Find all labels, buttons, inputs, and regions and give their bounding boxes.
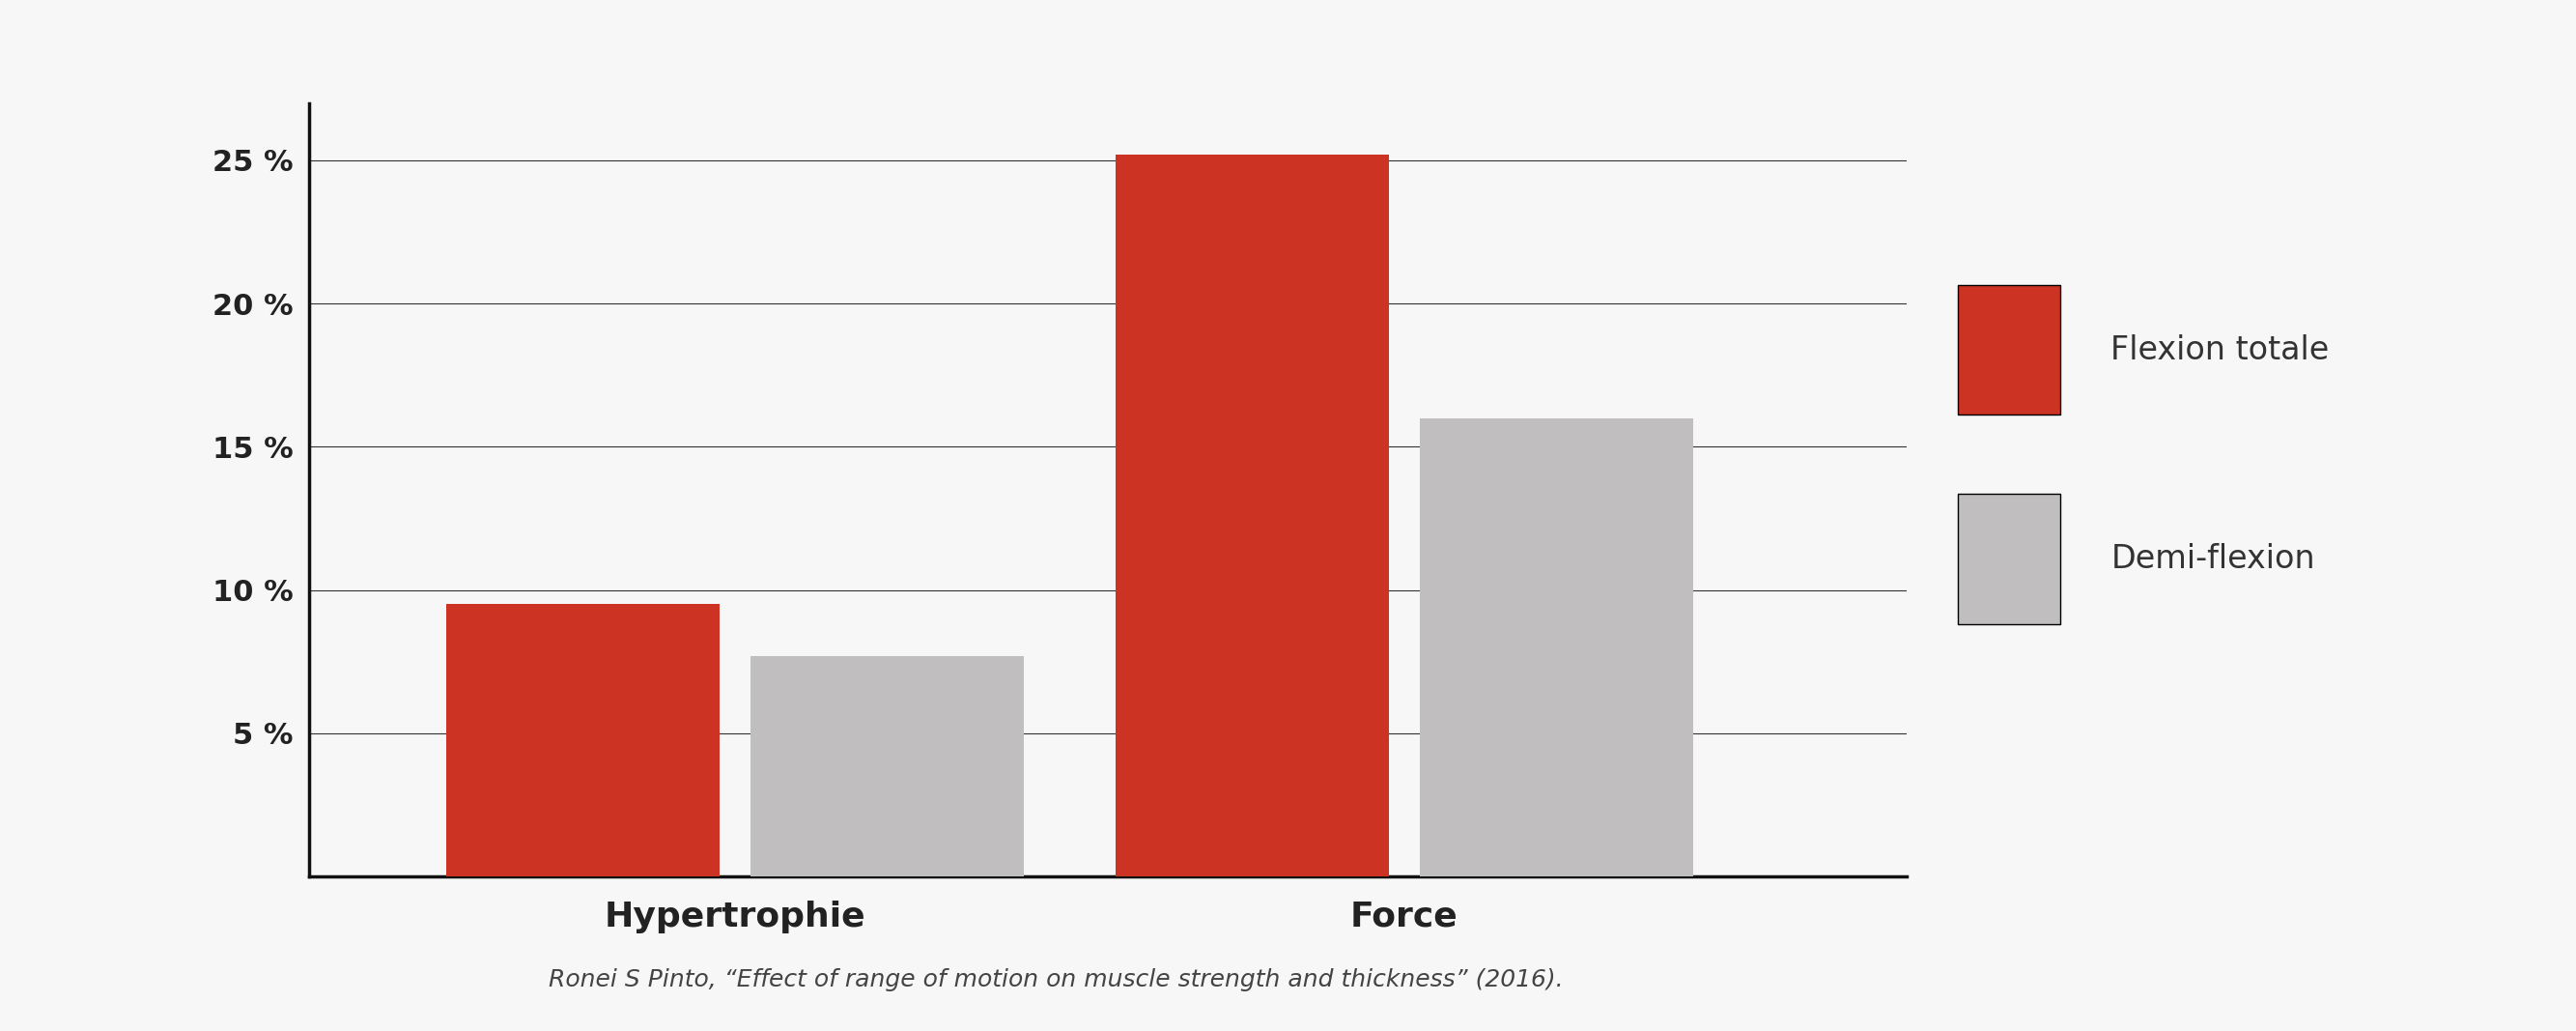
Bar: [1115, 155, 1388, 876]
Bar: [446, 604, 719, 876]
FancyBboxPatch shape: [1958, 285, 2061, 414]
Text: Ronei S Pinto, “Effect of range of motion on muscle strength and thickness” (201: Ronei S Pinto, “Effect of range of motio…: [549, 968, 1564, 991]
Bar: [1419, 419, 1692, 876]
Text: Flexion totale: Flexion totale: [2110, 334, 2329, 366]
FancyBboxPatch shape: [1958, 494, 2061, 624]
Bar: [750, 656, 1025, 876]
Text: Demi-flexion: Demi-flexion: [2110, 543, 2316, 574]
